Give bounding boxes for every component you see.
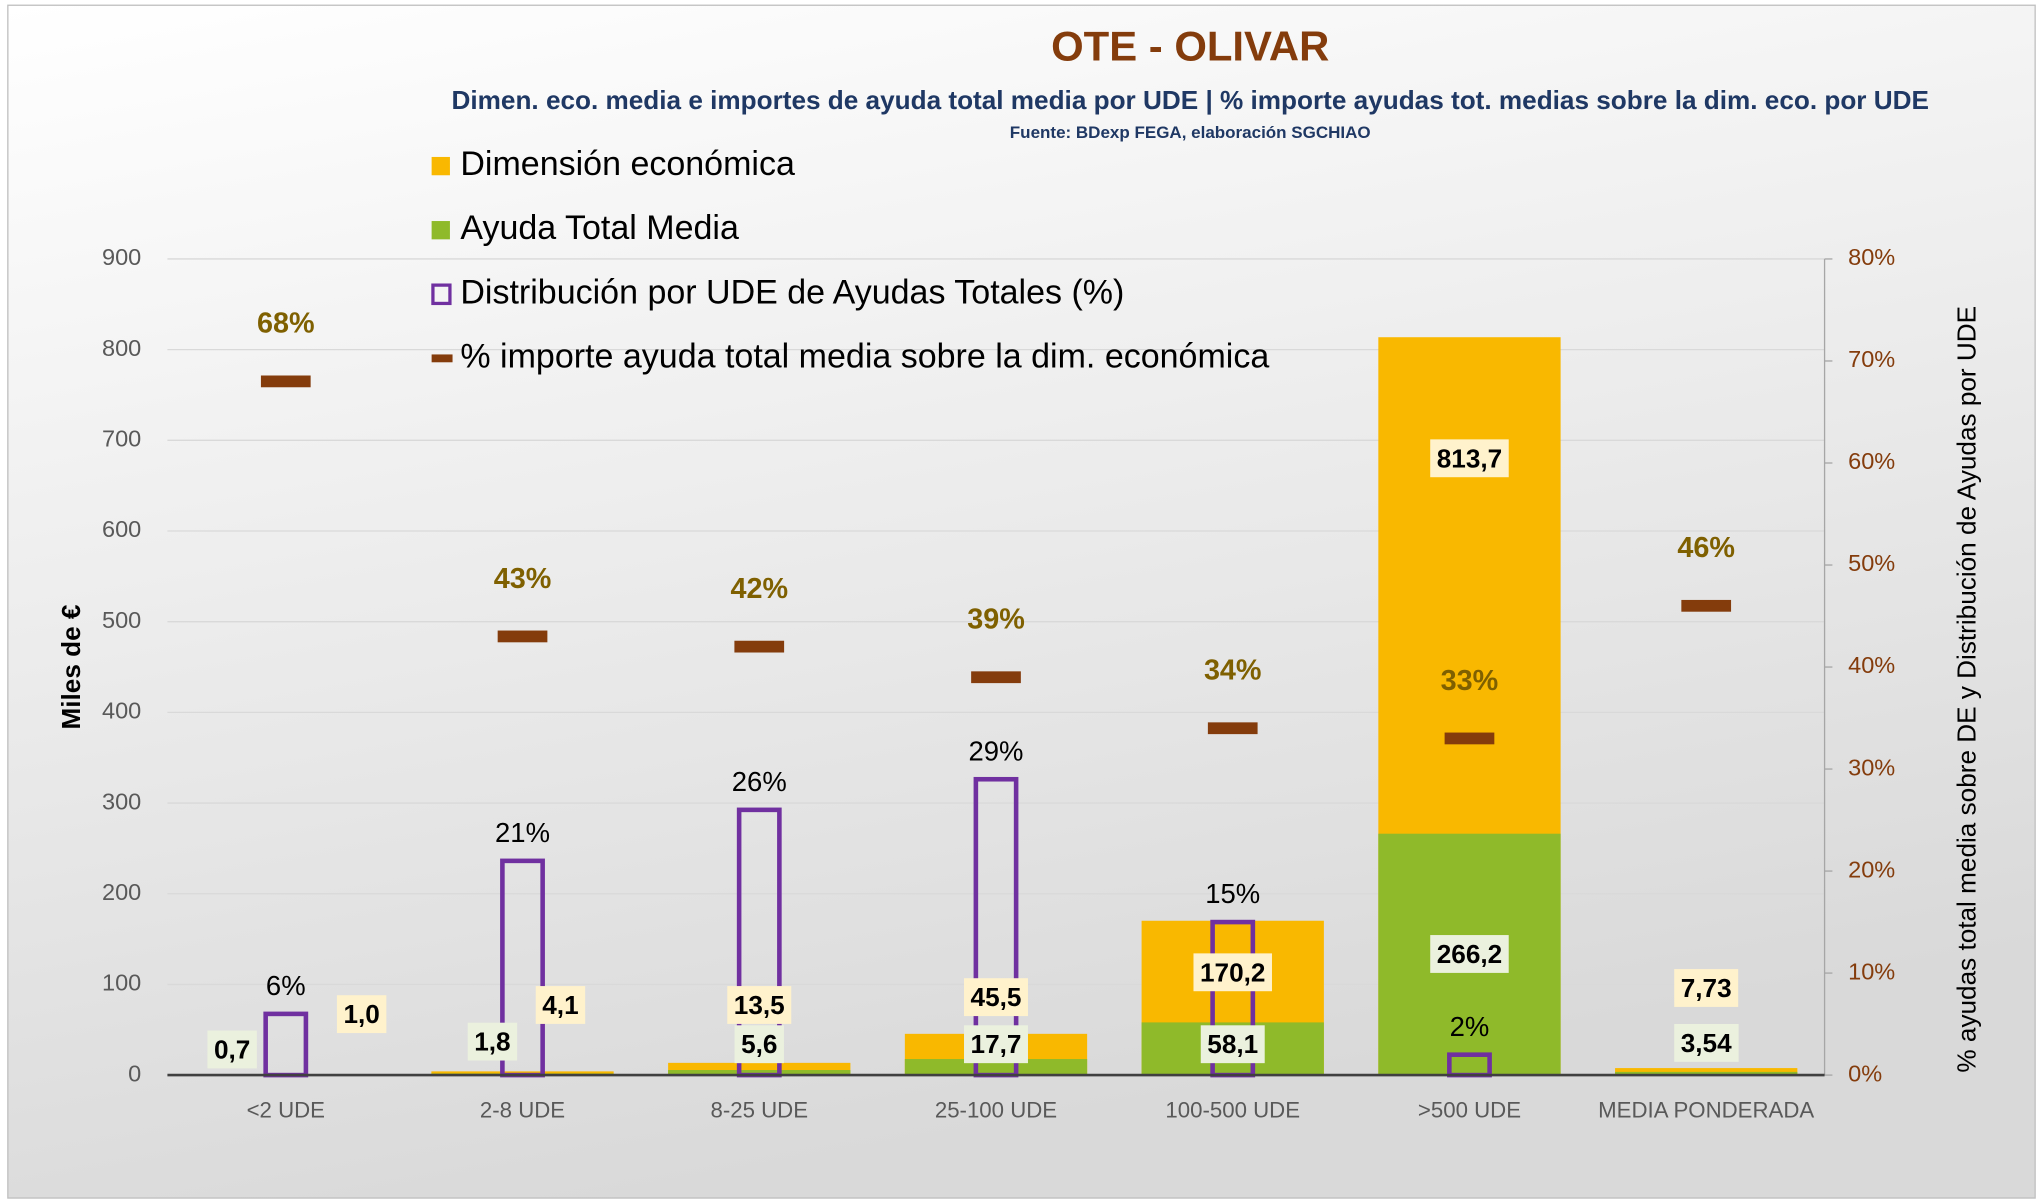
legend-label: % importe ayuda total media sobre la dim…	[460, 337, 1269, 375]
data-label: 29%	[969, 735, 1024, 766]
data-label: 46%	[1677, 532, 1735, 564]
y2-tick-label: 0%	[1848, 1060, 1882, 1086]
y-tick-label: 700	[102, 426, 141, 452]
marker	[734, 640, 785, 653]
y-tick-label: 800	[102, 335, 141, 361]
legend-swatch	[431, 283, 452, 306]
y2-tick-label: 60%	[1848, 448, 1895, 474]
x-tick-label: 25-100 UDE	[935, 1098, 1057, 1123]
data-label: 1,0	[343, 999, 379, 1029]
marker	[1207, 722, 1258, 735]
y2-axis-title: % ayudas total media sobre DE y Distribu…	[1951, 306, 1981, 1073]
data-label: 5,6	[741, 1029, 777, 1059]
data-label: 58,1	[1207, 1029, 1258, 1059]
y-tick-label: 500	[102, 607, 141, 633]
legend-label: Ayuda Total Media	[460, 209, 739, 247]
data-label: 21%	[495, 817, 550, 848]
data-label: 3,54	[1681, 1028, 1732, 1058]
label-box	[207, 1030, 257, 1069]
marker	[971, 671, 1021, 684]
y-tick-label: 0	[128, 1060, 141, 1086]
label-box	[535, 986, 586, 1024]
chart-title: OTE - OLIVAR	[1051, 23, 1329, 70]
data-label: 6%	[266, 970, 306, 1001]
y2-tick-label: 80%	[1848, 244, 1895, 270]
data-label: 68%	[257, 308, 315, 340]
x-tick-label: 2-8 UDE	[480, 1098, 565, 1123]
label-box	[964, 978, 1028, 1017]
data-label: 33%	[1441, 665, 1499, 697]
label-box	[1200, 1025, 1265, 1064]
data-label: 813,7	[1437, 443, 1502, 473]
y-tick-label: 200	[102, 879, 141, 905]
data-label: 7,73	[1681, 973, 1732, 1003]
data-label: 13,5	[734, 990, 785, 1020]
y2-tick-label: 10%	[1848, 958, 1895, 984]
data-label: 2%	[1450, 1011, 1490, 1042]
x-tick-label: >500 UDE	[1418, 1098, 1521, 1123]
bar	[1615, 1071, 1798, 1076]
legend-swatch	[431, 156, 450, 176]
y2-tick-label: 70%	[1848, 346, 1895, 372]
y2-tick-label: 30%	[1848, 754, 1895, 780]
bar	[904, 1059, 1088, 1076]
y-tick-label: 100	[102, 970, 141, 996]
marker	[1444, 732, 1495, 745]
legend-label: Dimensión económica	[460, 145, 795, 183]
marker	[260, 375, 311, 388]
chart-subtitle: Dimen. eco. media e importes de ayuda to…	[452, 85, 1929, 115]
label-box	[1430, 439, 1509, 478]
x-tick-label: MEDIA PONDERADA	[1598, 1098, 1814, 1123]
y-tick-label: 900	[102, 244, 141, 270]
data-label: 15%	[1205, 878, 1260, 909]
x-tick-label: 100-500 UDE	[1165, 1098, 1300, 1123]
data-label: 170,2	[1200, 957, 1265, 987]
label-box	[467, 1022, 518, 1061]
y-tick-label: 300	[102, 788, 141, 814]
data-label: 34%	[1204, 655, 1262, 687]
x-tick-label: 8-25 UDE	[710, 1098, 808, 1123]
data-label: 1,8	[474, 1027, 510, 1057]
y2-tick-label: 20%	[1848, 856, 1895, 882]
legend-swatch	[431, 354, 453, 363]
data-label: 26%	[732, 766, 787, 797]
marker	[1681, 599, 1732, 612]
data-label: 17,7	[971, 1029, 1022, 1059]
label-box	[734, 1025, 784, 1064]
y-tick-label: 400	[102, 698, 141, 724]
label-box	[336, 995, 387, 1034]
label-box	[1674, 1023, 1739, 1062]
y-tick-label: 600	[102, 516, 141, 542]
legend-label: Distribución por UDE de Ayudas Totales (…	[460, 273, 1124, 311]
data-label: 266,2	[1437, 939, 1502, 969]
data-label: 45,5	[971, 982, 1022, 1012]
y2-tick-label: 50%	[1848, 550, 1895, 576]
label-box	[1193, 953, 1272, 992]
data-label: 39%	[967, 604, 1025, 636]
y-axis-title: Miles de €	[56, 604, 86, 729]
data-label: 4,1	[542, 990, 578, 1020]
chart-source: Fuente: BDexp FEGA, elaboración SGCHIAO	[1010, 123, 1371, 142]
x-tick-label: <2 UDE	[247, 1098, 325, 1123]
bar	[668, 1070, 851, 1076]
bar	[1615, 1068, 1798, 1076]
marker	[497, 630, 548, 643]
y2-tick-label: 40%	[1848, 652, 1895, 678]
label-box	[727, 986, 792, 1024]
label-box	[1430, 935, 1509, 973]
data-label: 43%	[494, 563, 552, 595]
label-box	[964, 1025, 1028, 1064]
data-label: 42%	[730, 573, 788, 605]
data-label: 0,7	[214, 1034, 250, 1064]
label-box	[1674, 969, 1739, 1007]
legend-swatch	[431, 221, 450, 240]
